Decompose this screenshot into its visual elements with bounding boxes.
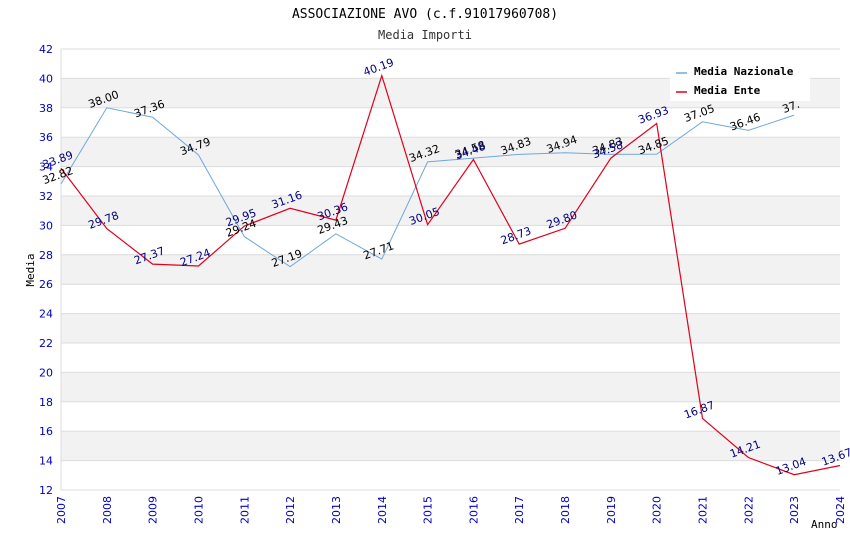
plot-band bbox=[61, 313, 840, 343]
plot-band bbox=[61, 196, 840, 226]
y-tick-label: 18 bbox=[39, 396, 53, 409]
data-label: 40.19 bbox=[362, 56, 396, 79]
x-tick-label: 2019 bbox=[605, 496, 618, 524]
y-tick-labels: 12 14 16 18 20 22 24 26 28 30 32 34 36 38 40 42 bbox=[39, 43, 53, 497]
y-axis-label: Media bbox=[24, 253, 37, 286]
x-tick-label: 2009 bbox=[147, 496, 160, 524]
x-tick-label: 2013 bbox=[330, 496, 343, 524]
x-tick-label: 2020 bbox=[651, 496, 664, 524]
x-tick-labels: 2007 2008 2009 2010 2011 2012 2013 2014 2015 2016… bbox=[55, 496, 847, 524]
legend-label-media-nazionale: Media Nazionale bbox=[694, 65, 794, 78]
chart-subtitle: Media Importi bbox=[378, 28, 472, 42]
x-tick-label: 2015 bbox=[422, 496, 435, 524]
x-tick-label: 2017 bbox=[513, 496, 526, 524]
data-label: 37. bbox=[781, 98, 802, 116]
y-tick-label: 32 bbox=[39, 190, 53, 203]
axes bbox=[60, 49, 840, 491]
plot-band bbox=[61, 431, 840, 461]
plot-band bbox=[61, 254, 840, 285]
y-tick-label: 38 bbox=[39, 102, 53, 115]
y-tick-label: 42 bbox=[39, 43, 53, 56]
y-tick-label: 22 bbox=[39, 337, 53, 350]
x-tick-label: 2024 bbox=[834, 496, 847, 524]
x-axis-label: Anno bbox=[811, 518, 838, 531]
x-tick-label: 2016 bbox=[467, 496, 480, 524]
legend-label-media-ente: Media Ente bbox=[694, 84, 761, 97]
plot-bands bbox=[61, 78, 840, 461]
y-tick-label: 36 bbox=[39, 131, 53, 144]
x-tick-label: 2014 bbox=[376, 496, 389, 524]
chart-title: ASSOCIAZIONE AVO (c.f.91017960708) bbox=[292, 7, 558, 22]
y-tick-label: 30 bbox=[39, 219, 53, 232]
x-tick-label: 2010 bbox=[192, 496, 205, 524]
y-tick-label: 26 bbox=[39, 278, 53, 291]
series-line-media-ente bbox=[60, 73, 841, 476]
y-tick-label: 40 bbox=[39, 72, 53, 85]
y-tick-label: 24 bbox=[39, 308, 53, 321]
x-tick-label: 2022 bbox=[742, 496, 755, 524]
y-tick-label: 14 bbox=[39, 455, 53, 468]
grid-lines bbox=[61, 48, 840, 491]
plot-band bbox=[61, 372, 840, 402]
plot-band bbox=[61, 137, 840, 167]
x-tick-label: 2012 bbox=[284, 496, 297, 524]
x-tick-label: 2011 bbox=[238, 496, 251, 524]
x-tick-label: 2023 bbox=[788, 496, 801, 524]
series-lines bbox=[60, 73, 841, 476]
x-tick-label: 2021 bbox=[697, 496, 710, 524]
series-line-media-nazionale bbox=[60, 107, 795, 268]
legend: Media Nazionale Media Ente bbox=[670, 61, 810, 101]
x-tick-label: 2007 bbox=[55, 496, 68, 524]
y-tick-label: 20 bbox=[39, 366, 53, 379]
y-tick-label: 16 bbox=[39, 425, 53, 438]
x-tick-label: 2018 bbox=[559, 496, 572, 524]
data-label: 28.73 bbox=[499, 224, 533, 247]
x-tick-label: 2008 bbox=[101, 496, 114, 524]
y-tick-label: 12 bbox=[39, 484, 53, 497]
legend-box bbox=[670, 61, 810, 101]
y-tick-label: 28 bbox=[39, 249, 53, 262]
y-tick-label: 34 bbox=[39, 161, 53, 174]
